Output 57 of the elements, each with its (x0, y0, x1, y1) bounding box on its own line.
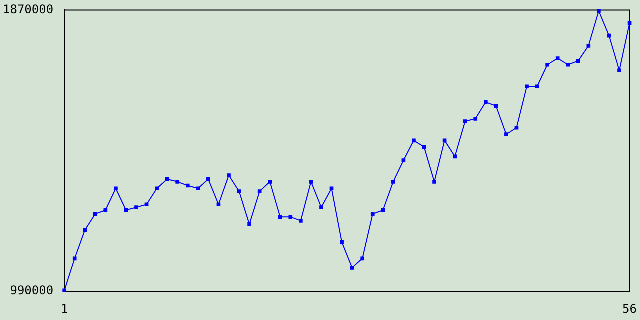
point (299, 219, 303, 223)
point (618, 68, 622, 73)
point (484, 100, 488, 104)
point (93, 212, 98, 216)
y-tick-label: 990000 (10, 284, 54, 298)
point (453, 154, 457, 159)
point (340, 240, 344, 244)
point (463, 120, 468, 124)
x-tick-label: 56 (622, 302, 637, 316)
point (597, 9, 601, 14)
point (114, 186, 118, 191)
point (350, 266, 354, 270)
point (576, 59, 580, 63)
point (155, 186, 159, 191)
point (62, 288, 66, 293)
point (248, 222, 252, 226)
point (535, 84, 540, 89)
point (381, 208, 386, 212)
point (494, 104, 498, 108)
point (258, 190, 262, 194)
y-tick-label: 1870000 (2, 2, 54, 16)
point (504, 132, 508, 137)
point (186, 184, 190, 188)
point (474, 117, 478, 121)
point (330, 186, 334, 191)
point (268, 180, 272, 184)
point (83, 228, 88, 232)
point (360, 256, 365, 261)
point (165, 177, 170, 182)
point (288, 215, 293, 220)
point (176, 180, 180, 184)
point (196, 186, 200, 191)
point (320, 206, 324, 210)
point (72, 256, 77, 261)
point (124, 208, 128, 212)
point (216, 202, 221, 207)
point (144, 202, 149, 207)
point (227, 174, 231, 178)
point (556, 56, 560, 60)
x-tick-label: 1 (60, 302, 68, 316)
point (566, 62, 570, 67)
point (432, 180, 436, 184)
point (412, 138, 416, 143)
point (546, 62, 550, 67)
point (206, 177, 210, 182)
point (237, 190, 242, 194)
point (586, 44, 591, 48)
point (104, 208, 108, 212)
point (392, 180, 396, 184)
point (525, 84, 529, 89)
point (422, 145, 426, 149)
point (278, 215, 282, 220)
point (309, 180, 314, 184)
point (514, 126, 519, 130)
point (402, 158, 406, 162)
point (134, 206, 138, 210)
point (370, 212, 375, 216)
